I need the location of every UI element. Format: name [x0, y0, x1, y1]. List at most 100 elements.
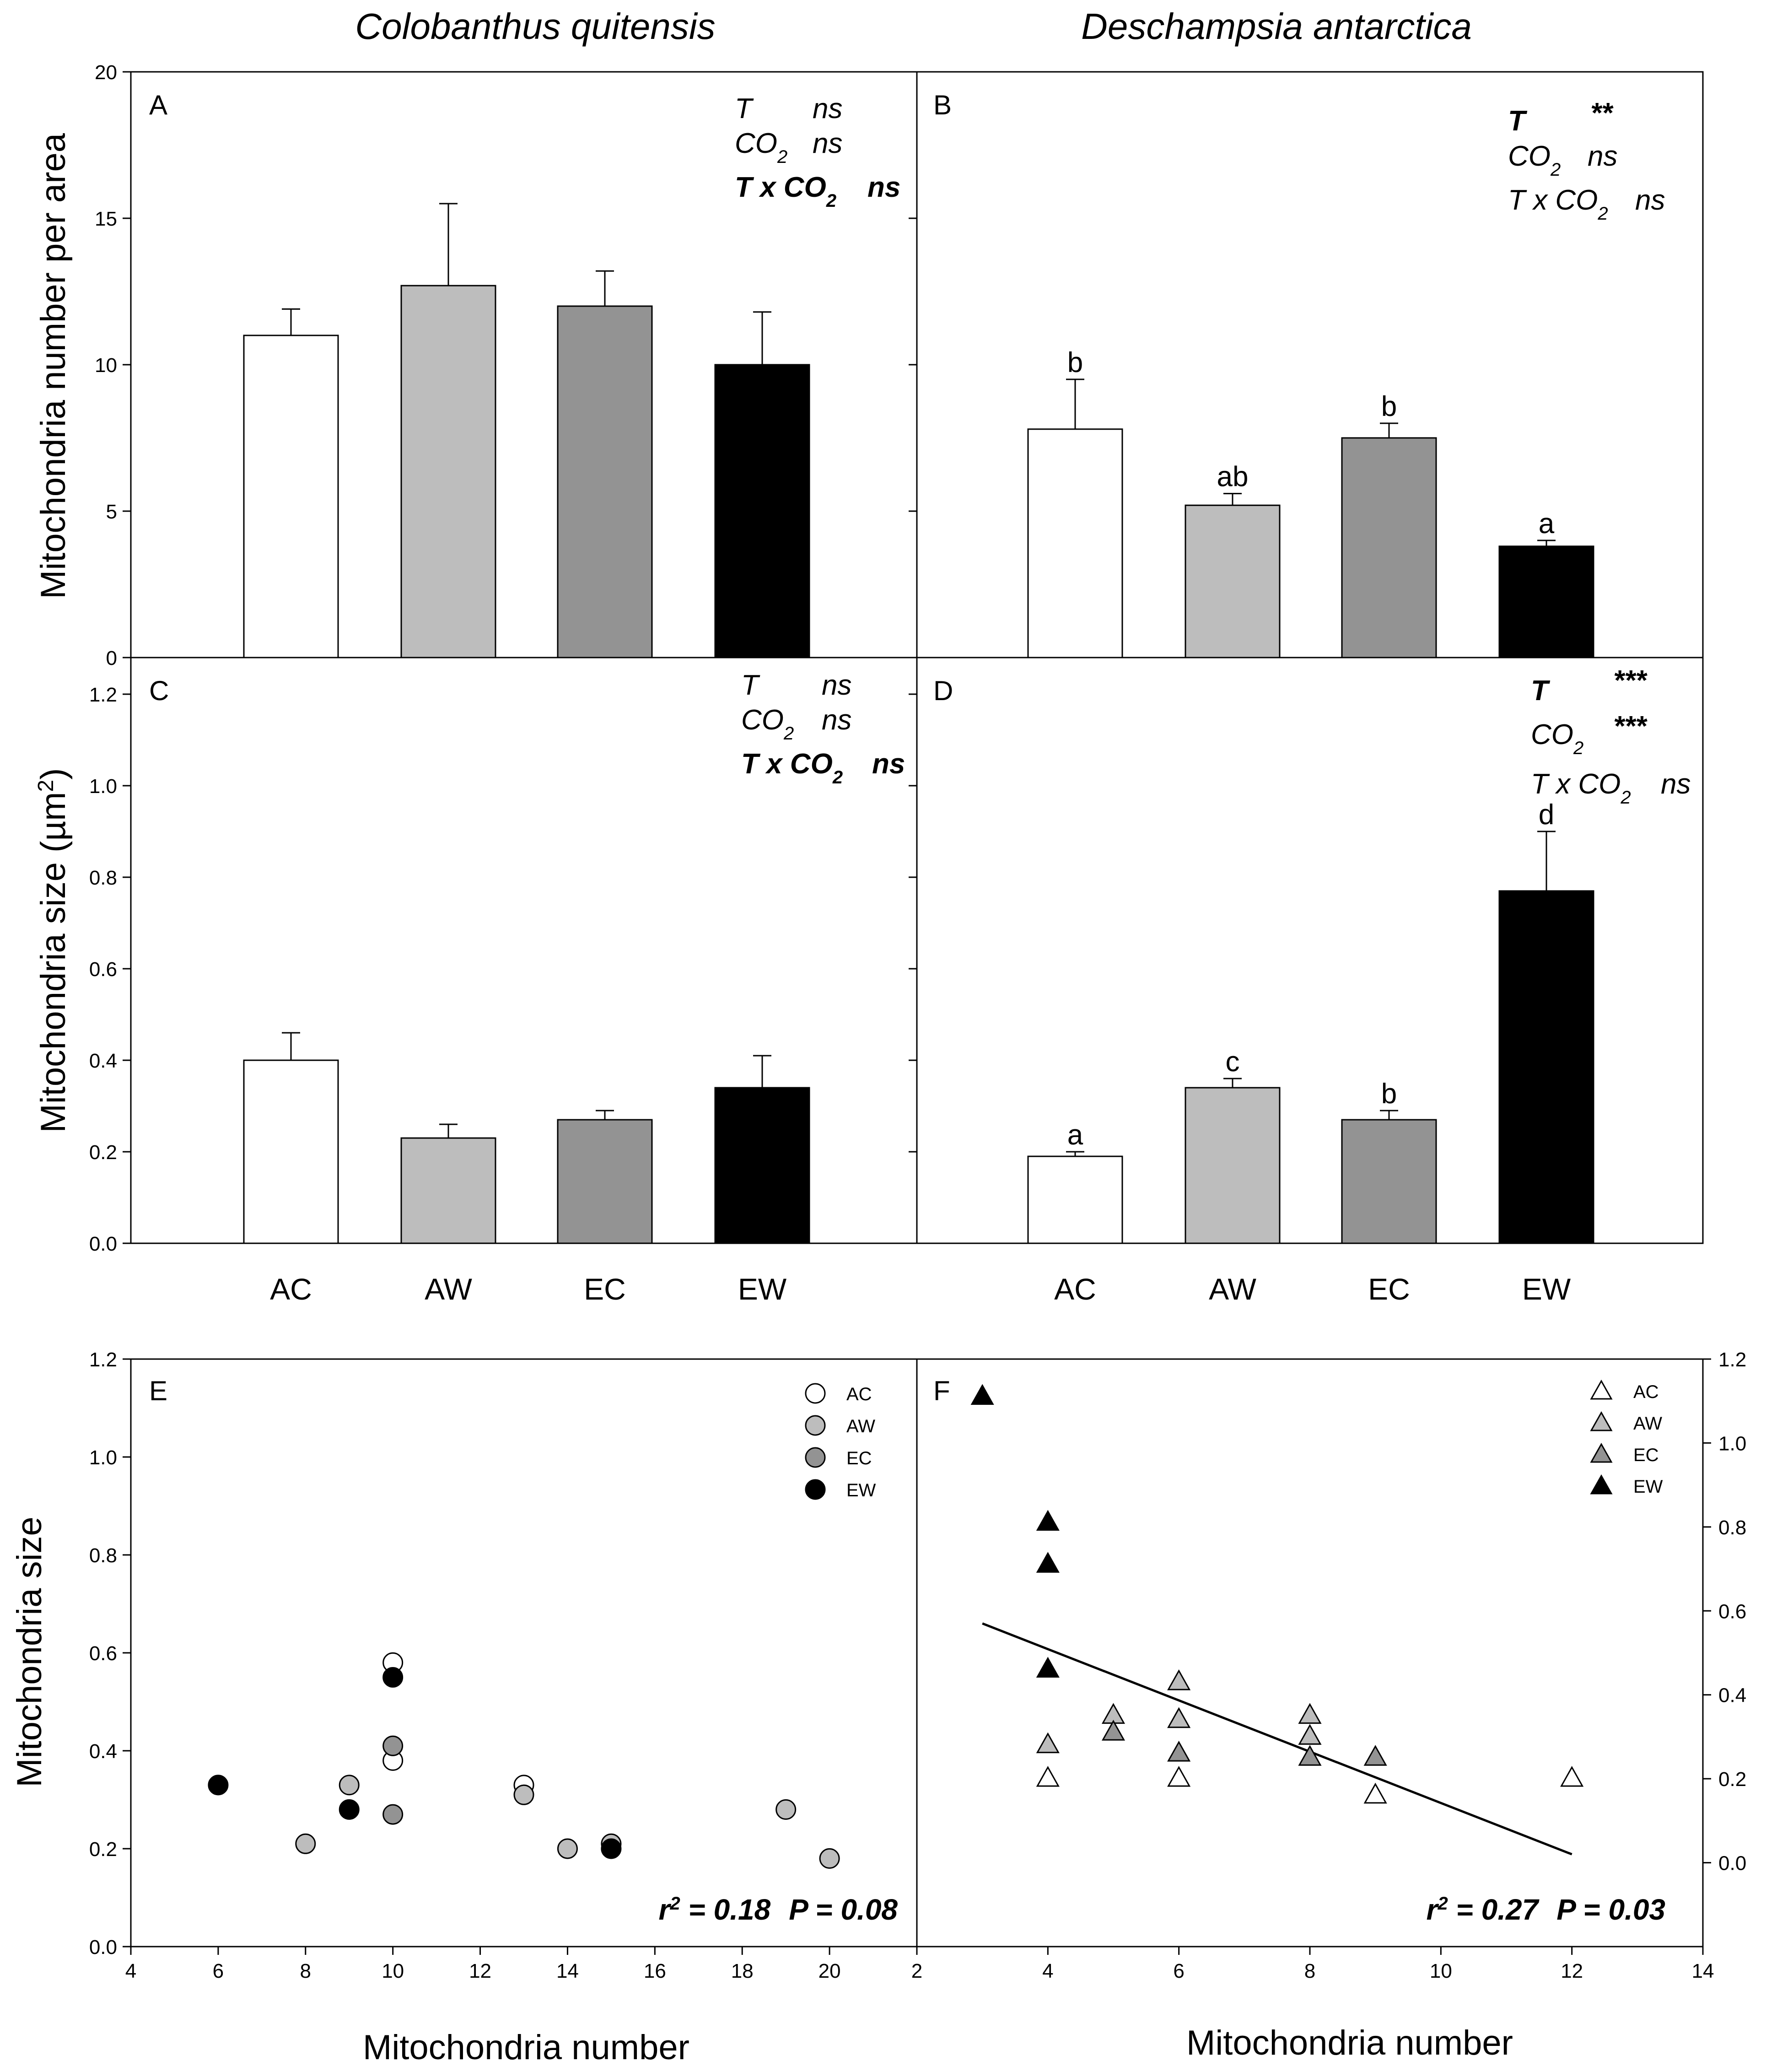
x-tick-label: 18: [731, 1960, 754, 1982]
x-tick-label: 14: [1692, 1960, 1714, 1982]
panel-label-B: B: [933, 90, 952, 120]
stat-term-T: T: [1531, 675, 1551, 707]
point-AW: [557, 1838, 578, 1859]
point-EC: [382, 1804, 404, 1825]
x-tick-label: 16: [644, 1960, 666, 1982]
stat-sub: 2: [1573, 738, 1583, 758]
panel-C-marks: 0.0 0.2 0.4 0.6 0.8 1.0 1.2: [89, 684, 810, 1255]
r2-sup: 2: [669, 1894, 680, 1914]
y-tick-label: 0.6: [89, 1642, 117, 1665]
bar-EC: [1341, 1119, 1437, 1244]
point-AW: [1167, 1669, 1191, 1690]
stat-term-CO2: CO2: [741, 704, 794, 744]
y-tick-label: 0.0: [89, 1233, 117, 1255]
r2-value: = 0.18: [680, 1893, 771, 1926]
stat-term: CO: [1508, 140, 1551, 172]
legend-label: AW: [846, 1416, 875, 1436]
point-EC: [1298, 1745, 1322, 1766]
bar-EC: [557, 305, 653, 658]
y-tick-label: 1.0: [1718, 1432, 1746, 1455]
category-label: AC: [270, 1272, 312, 1306]
point-AW: [513, 1784, 534, 1805]
x-tick-label: 8: [1304, 1960, 1315, 1982]
point-AW: [1298, 1724, 1322, 1745]
bar-AW: [1185, 504, 1281, 658]
legend-marker-AC: [805, 1383, 826, 1404]
stat-term-T: T: [735, 93, 754, 124]
point-AC: [1363, 1782, 1387, 1804]
legend-marker-EW: [805, 1479, 826, 1500]
y-tick-label: 0.6: [89, 958, 117, 981]
legend-marker-EW: [1590, 1474, 1613, 1495]
y-tick-label: 1.2: [89, 1349, 117, 1371]
legend-marker-EC: [1590, 1442, 1613, 1463]
stat-term-CO2: CO2: [1531, 719, 1583, 758]
stat-sig-TxCO2: ns: [1635, 184, 1665, 216]
bar-EW: [714, 364, 810, 658]
x-axis-label-E: Mitochondria number: [363, 2028, 689, 2067]
x-tick-label: 12: [469, 1960, 491, 1982]
stat-sig-T: ns: [813, 93, 842, 124]
significance-letter: a: [1539, 508, 1555, 540]
stat-sig-TxCO2: ns: [867, 172, 900, 203]
regression-annotation-E: r2 = 0.18 P = 0.08: [659, 1893, 898, 1926]
x-tick-label: 14: [556, 1960, 579, 1982]
y-axis-label-size-sup: 2: [34, 780, 58, 792]
x-axis-label-F: Mitochondria number: [1186, 2023, 1513, 2062]
stat-sub: 2: [1550, 160, 1561, 180]
stats-block-A: T ns CO2 ns T x CO2 ns: [735, 93, 900, 211]
y-tick-label: 0.8: [1718, 1516, 1746, 1539]
panel-label-E: E: [149, 1376, 167, 1406]
point-AW: [339, 1775, 360, 1796]
panel-label-C: C: [149, 675, 169, 706]
stat-sig-T: ns: [822, 669, 851, 701]
stat-sub: 2: [826, 191, 836, 211]
significance-letter: a: [1067, 1119, 1083, 1151]
stat-sig-T: **: [1590, 97, 1614, 129]
panel-A-marks: 0 5 10 15 20: [95, 61, 810, 669]
stat-term: CO: [1531, 719, 1573, 750]
legend-E: AC AW EC EW: [805, 1383, 876, 1500]
category-label: EC: [1368, 1272, 1410, 1306]
y-tick-label: 1.2: [89, 684, 117, 706]
legend-F: AC AW EC EW: [1590, 1379, 1663, 1497]
x-tick-label: 2: [911, 1960, 922, 1982]
point-EW: [339, 1799, 360, 1820]
y-axis-label-size: Mitochondria size (µm2): [34, 768, 73, 1133]
legend-label: EW: [846, 1480, 876, 1500]
point-AC: [1167, 1766, 1191, 1787]
point-EW: [382, 1667, 404, 1688]
y-tick-label: 20: [95, 61, 117, 84]
legend-marker-AW: [805, 1415, 826, 1436]
significance-letter: b: [1381, 1078, 1397, 1110]
stats-block-C: T ns CO2 ns T x CO2 ns: [741, 669, 905, 788]
x-tick-label: 10: [1430, 1960, 1452, 1982]
p-value: P = 0.08: [789, 1893, 898, 1926]
category-labels-right: AC AW EC EW: [1054, 1272, 1571, 1306]
stat-sig-CO2: ns: [1588, 140, 1617, 172]
point-EW: [970, 1384, 994, 1405]
stat-term: CO: [735, 128, 777, 159]
stat-term: T x CO: [1508, 184, 1598, 216]
bar-AC: [243, 1059, 339, 1244]
panel-E-marks: 4 6 8 10 12 14 16 18 20 0.0 0.2 0.4 0.6 0.8 1.0 1.2: [89, 1349, 841, 1982]
regression-line: [982, 1622, 1572, 1856]
stat-sig-T: ***: [1613, 665, 1648, 696]
y-tick-label: 0.2: [1718, 1768, 1746, 1791]
y-tick-label: 1.2: [1718, 1349, 1746, 1371]
point-EC: [1363, 1745, 1387, 1766]
panel-label-D: D: [933, 675, 953, 706]
point-EC: [1101, 1720, 1125, 1741]
significance-letter: b: [1067, 347, 1083, 378]
bar-EW: [1498, 890, 1594, 1244]
category-label: AW: [425, 1272, 473, 1306]
significance-letter: c: [1226, 1046, 1240, 1078]
category-label: EC: [584, 1272, 626, 1306]
x-tick-label: 4: [1042, 1960, 1053, 1982]
category-label: AC: [1054, 1272, 1096, 1306]
y-axis-label-number: Mitochondria number per area: [34, 133, 73, 599]
bar-AW: [400, 285, 496, 658]
legend-label: EC: [846, 1448, 872, 1468]
y-tick-label: 0: [106, 647, 117, 669]
